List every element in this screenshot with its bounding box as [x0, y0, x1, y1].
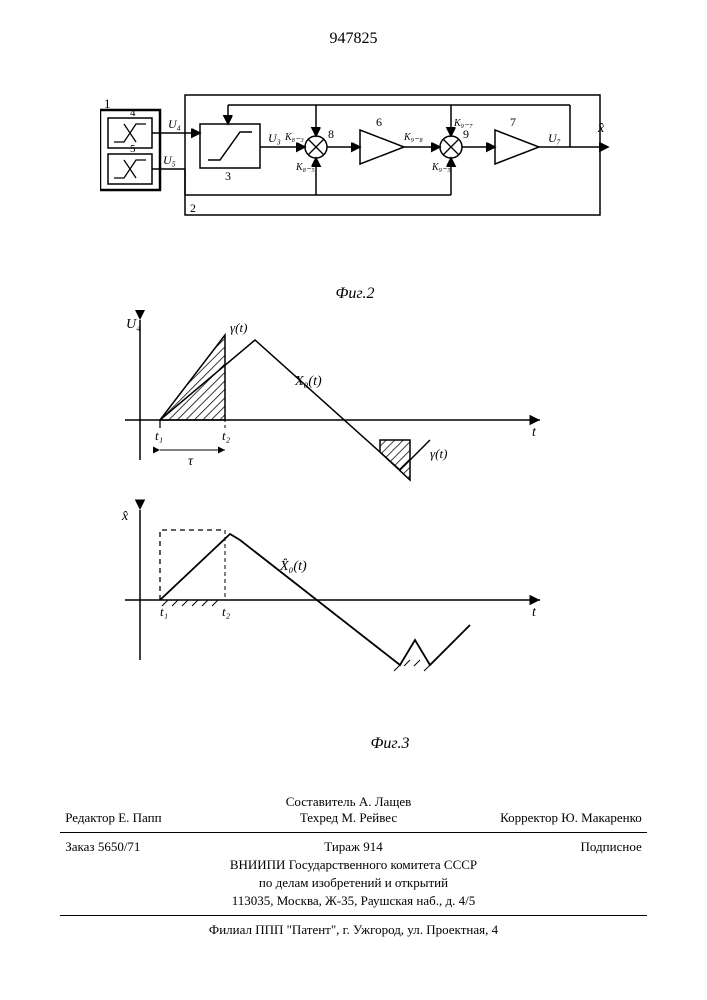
signal-u3: U₃	[268, 131, 281, 145]
amplifier-6	[360, 130, 404, 164]
block-9-label: 9	[463, 127, 469, 141]
org-line-2: по делам изобретений и открытий	[60, 875, 647, 891]
t2-label: t₂	[222, 428, 231, 443]
figure-2: 2 1 4 5 3 8 6 9	[100, 90, 610, 303]
compiler-name: А. Лащев	[359, 794, 411, 809]
org-line: ВНИИПИ Государственного комитета СССР	[60, 857, 647, 873]
gamma-region-2	[380, 440, 410, 480]
signal-u7: U₇	[548, 131, 561, 145]
doc-number: 947825	[0, 30, 707, 48]
block-3-label: 3	[225, 169, 231, 183]
signal-u5: U₅	[163, 153, 176, 167]
signal-u4: U₄	[168, 117, 181, 131]
corrector-name: Ю. Макаренко	[561, 810, 641, 825]
outer-loop-box	[185, 95, 600, 215]
order-val: 5650/71	[98, 839, 141, 854]
y-label: U₄	[126, 317, 141, 332]
xhat0-label: X̂₀(t)	[279, 558, 307, 574]
upper-plot: U₄ t γ(t) X₀(t) γ(t) t₁ t₂ τ	[125, 317, 540, 480]
signal-k83: K₈₋₃	[284, 132, 304, 143]
block-1-label: 1	[104, 96, 111, 111]
block-8-label: 8	[328, 127, 334, 141]
compiler-label: Составитель	[286, 794, 356, 809]
summing-junction-8-x	[308, 139, 324, 155]
signal-k85: K₈₋₅	[295, 162, 315, 173]
block-5-label: 5	[130, 143, 136, 155]
t2-label-lower: t₂	[222, 604, 231, 619]
signal-k95: K₉₋₅	[431, 162, 451, 173]
t1-label: t₁	[155, 428, 163, 443]
branch-line: Филиал ППП "Патент", г. Ужгород, ул. Про…	[60, 922, 647, 938]
corrector-label: Корректор	[500, 810, 558, 825]
block-4-icon	[114, 124, 146, 142]
amplifier-7	[495, 130, 539, 164]
signal-k97: K₉₋₇	[453, 118, 473, 129]
loop-label-2: 2	[190, 201, 196, 215]
t1-label-lower: t₁	[160, 604, 168, 619]
gamma-region-1	[160, 335, 225, 420]
tirazh-val: 914	[363, 839, 383, 854]
tehred-label: Техред	[300, 810, 338, 825]
fig3-caption: Фиг.3	[220, 735, 560, 753]
block-4-label: 4	[130, 107, 136, 119]
dashed-envelope	[160, 530, 225, 600]
tirazh-label: Тираж	[324, 839, 360, 854]
signed: Подписное	[452, 839, 642, 855]
t-label-lower: t	[532, 605, 537, 620]
gamma-label-2: γ(t)	[430, 446, 447, 461]
signal-k98: K₉₋₈	[403, 132, 423, 143]
tehred-name: М. Рейвес	[341, 810, 397, 825]
block-5-icon	[114, 160, 146, 178]
gamma-label: γ(t)	[230, 320, 247, 335]
y-label-lower: x̂	[121, 509, 129, 524]
addr-line: 113035, Москва, Ж-35, Раушская наб., д. …	[60, 893, 647, 909]
block-6-label: 6	[376, 115, 382, 129]
t-label: t	[532, 425, 537, 440]
summing-junction-9-x	[443, 139, 459, 155]
signal-xhat: x̂	[597, 121, 605, 136]
order-label: Заказ	[65, 839, 94, 854]
tau-label: τ	[188, 454, 194, 469]
editor-name: Е. Папп	[118, 810, 161, 825]
lower-plot: x̂ t t₁ t₂ X̂₀(t)	[121, 509, 540, 671]
x0-label: X₀(t)	[294, 374, 322, 389]
figure-3: U₄ t γ(t) X₀(t) γ(t) t₁ t₂ τ	[100, 310, 560, 753]
block-7-label: 7	[510, 115, 516, 129]
colophon-footer: Редактор Е. Папп Составитель А. Лащев Те…	[60, 792, 647, 940]
fig2-caption: Фиг.2	[100, 285, 610, 303]
block-3-icon	[208, 132, 252, 160]
editor-label: Редактор	[65, 810, 115, 825]
